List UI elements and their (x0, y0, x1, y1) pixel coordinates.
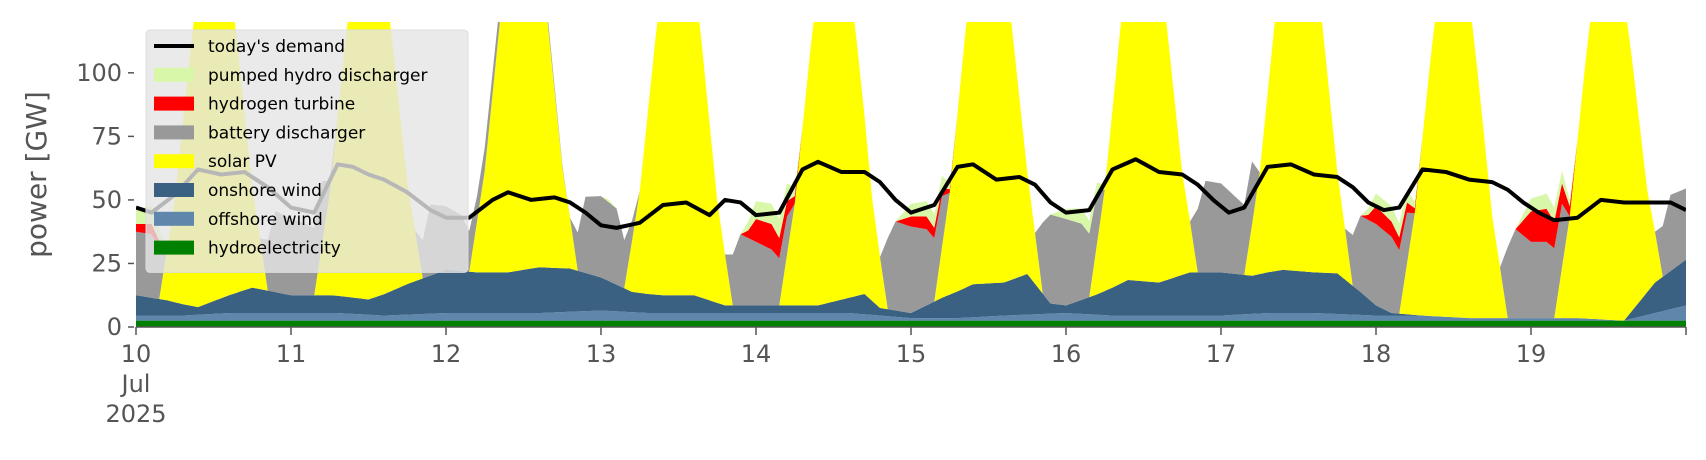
legend-label: hydrogen turbine (208, 95, 355, 115)
area-hydrogen-turbine (136, 22, 1686, 268)
y-tick-label: 75 (91, 122, 122, 150)
legend-label: battery discharger (208, 123, 365, 143)
y-tick-label: 50 (91, 186, 122, 214)
x-tick-label: 12 (431, 340, 462, 368)
legend-swatch (154, 154, 194, 169)
x-tick-label: 18 (1361, 340, 1392, 368)
legend-label: onshore wind (208, 181, 322, 201)
x-tick-sublabel: 2025 (105, 400, 166, 428)
x-tick-label: 15 (896, 340, 927, 368)
legend-item-hydroelectricity: hydroelectricity (154, 239, 341, 259)
x-tick-label: 19 (1516, 340, 1547, 368)
legend-swatch (154, 211, 194, 226)
x-tick-label: 11 (276, 340, 307, 368)
legend-label: pumped hydro discharger (208, 66, 427, 86)
y-tick-label: 100 (76, 59, 122, 87)
x-tick-label: 16 (1051, 340, 1082, 368)
legend-label: solar PV (208, 152, 277, 172)
legend-swatch (154, 125, 194, 140)
area-solar-pv (136, 22, 1686, 321)
legend-item-offshore-wind: offshore wind (154, 210, 323, 230)
x-tick-label: 14 (741, 340, 772, 368)
legend-item-hydrogen-turbine: hydrogen turbine (154, 95, 355, 115)
plot-area (136, 22, 1686, 327)
x-tick-sublabel: Jul (120, 370, 151, 398)
legend-item-battery-discharger: battery discharger (154, 123, 365, 143)
legend-label: offshore wind (208, 210, 323, 230)
legend: today's demand pumped hydro discharger hyd… (145, 29, 469, 273)
y-axis-label: power [GW] (20, 91, 53, 258)
legend-swatch (154, 96, 194, 111)
x-tick-label: 13 (586, 340, 617, 368)
legend-swatch (154, 67, 194, 82)
y-tick-label: 0 (107, 313, 122, 341)
area-battery-discharger (136, 22, 1686, 319)
area-hydroelectricity (136, 320, 1686, 327)
area-offshore-wind (136, 305, 1686, 321)
axes: 0 25 50 75 100 power [GW] 10 11 12 13 14 15 16 17 18 19… (20, 59, 1687, 428)
legend-label: today's demand (208, 37, 345, 57)
legend-item-pumped-hydro-discharger: pumped hydro discharger (154, 66, 427, 86)
legend-swatch (154, 240, 194, 255)
legend-item-onshore-wind: onshore wind (154, 181, 322, 201)
area-onshore-wind (136, 259, 1686, 321)
legend-item-solar-pv: solar PV (154, 152, 277, 172)
legend-item-today-s-demand: today's demand (154, 37, 345, 57)
x-tick-label: 17 (1206, 340, 1237, 368)
x-tick-label: 10 (121, 340, 152, 368)
legend-swatch (154, 183, 194, 197)
legend-label: hydroelectricity (208, 239, 341, 259)
y-tick-label: 25 (91, 249, 122, 277)
legend-box (145, 29, 469, 273)
